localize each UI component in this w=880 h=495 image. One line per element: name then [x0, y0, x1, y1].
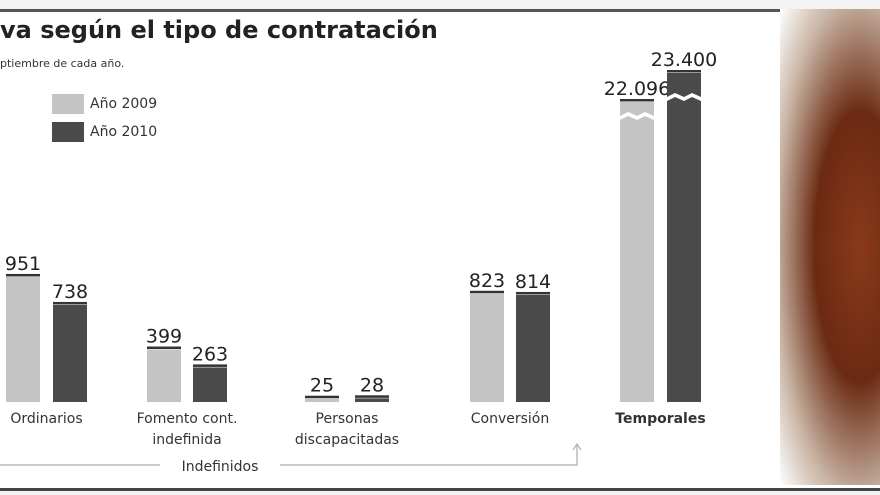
- data-label: 814: [515, 271, 551, 293]
- data-label: 22.096: [604, 78, 670, 100]
- bar-cap: [620, 99, 654, 102]
- category-label: Temporales: [615, 411, 705, 427]
- legend-swatch: [52, 122, 84, 142]
- data-label: 823: [469, 270, 505, 292]
- bar: [305, 398, 339, 402]
- bar: [620, 102, 654, 402]
- bar-cap: [53, 301, 87, 305]
- bar: [53, 304, 87, 402]
- bar: [147, 349, 181, 402]
- legend-label: Año 2009: [90, 96, 158, 112]
- category-label: indefinida: [152, 432, 221, 448]
- bar: [355, 398, 389, 402]
- bar-cap: [6, 273, 40, 277]
- bar-cap: [355, 395, 389, 398]
- data-label: 23.400: [651, 49, 717, 71]
- data-label: 399: [146, 326, 182, 348]
- data-label: 28: [360, 374, 384, 396]
- bar: [516, 294, 550, 402]
- category-label: Personas: [316, 411, 379, 427]
- bar-cap: [667, 70, 701, 73]
- bar-cap: [305, 395, 339, 399]
- legend-item-2010: Año 2010: [52, 122, 157, 142]
- bar: [470, 293, 504, 402]
- bar-cap: [147, 346, 181, 350]
- data-label: 738: [52, 281, 88, 303]
- chart-subtitle: ptiembre de cada año.: [0, 57, 125, 70]
- bar-cap: [516, 291, 550, 295]
- data-label: 951: [5, 253, 41, 275]
- photo-fragment: [780, 9, 880, 485]
- chart-title: va según el tipo de contratación: [0, 16, 438, 44]
- bar-cap: [470, 290, 504, 294]
- chart-frame: [0, 9, 880, 491]
- data-label: 25: [310, 375, 334, 397]
- legend-swatch: [52, 94, 84, 114]
- bar: [667, 73, 701, 402]
- bracket-arrow: [572, 443, 582, 451]
- group-bracket: [0, 446, 578, 466]
- legend-label: Año 2010: [90, 124, 158, 140]
- axis-break: [667, 93, 701, 101]
- legend-item-2009: Año 2009: [52, 94, 157, 114]
- category-label: Ordinarios: [10, 411, 82, 427]
- bar: [6, 276, 40, 402]
- bar-cap: [193, 364, 227, 367]
- category-label: Fomento cont.: [137, 411, 238, 427]
- data-label: 263: [192, 343, 228, 365]
- group-label: Indefinidos: [182, 459, 259, 475]
- axis-break: [620, 112, 654, 120]
- category-label: Conversión: [471, 411, 550, 427]
- bar: [193, 367, 227, 402]
- category-label: discapacitadas: [295, 432, 399, 448]
